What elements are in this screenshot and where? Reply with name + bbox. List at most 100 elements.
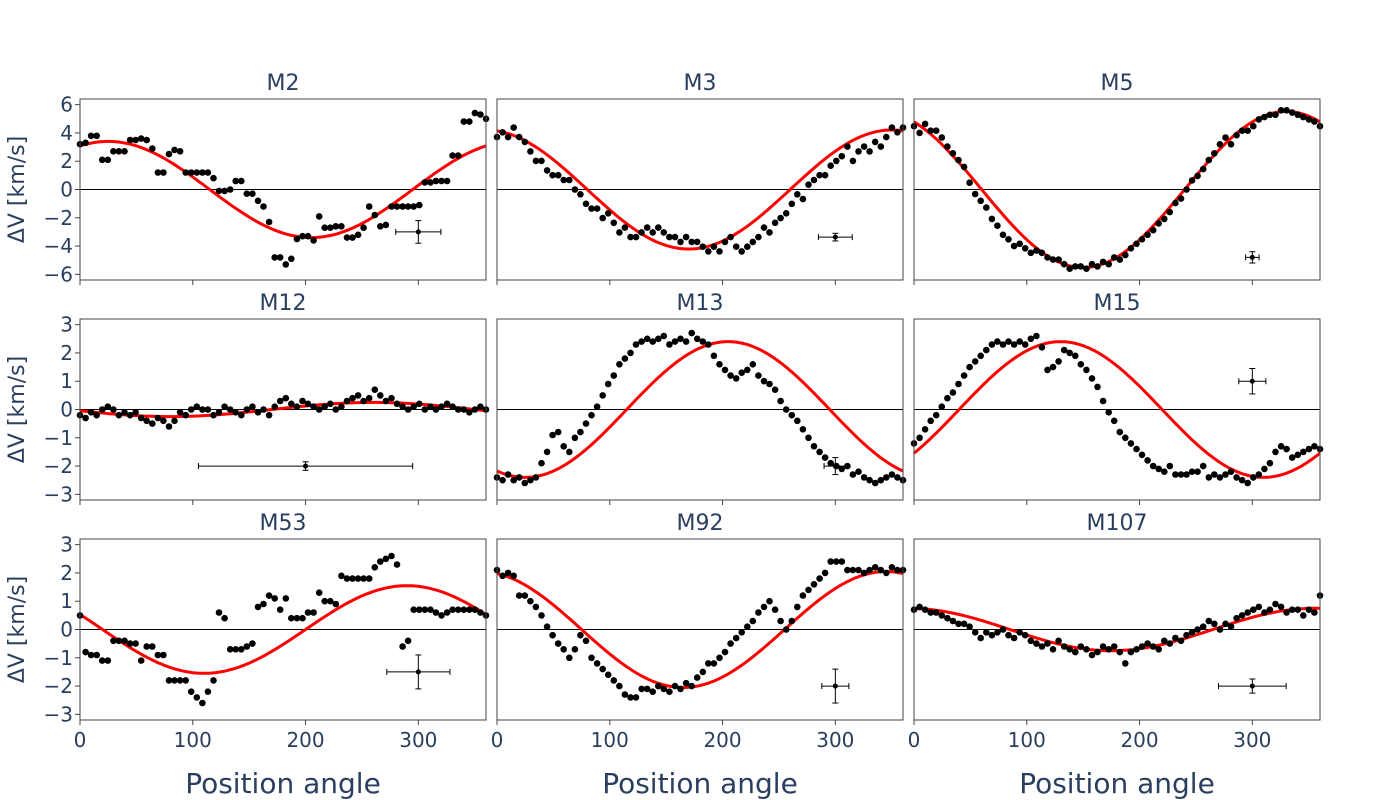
data-point <box>132 640 139 647</box>
data-point <box>293 235 301 243</box>
data-point <box>643 335 651 343</box>
data-point <box>638 685 645 693</box>
data-point <box>410 403 418 411</box>
data-point <box>182 169 189 176</box>
data-point <box>115 148 123 155</box>
data-point <box>377 392 384 399</box>
data-point <box>1066 265 1073 273</box>
x-axis-label: Position angle <box>602 767 798 800</box>
data-point <box>1266 459 1274 467</box>
data-point <box>1172 634 1179 642</box>
data-point <box>193 403 201 411</box>
data-point <box>282 394 290 402</box>
data-point <box>532 157 540 165</box>
data-point <box>238 411 245 419</box>
data-point <box>860 474 868 481</box>
data-point <box>1272 111 1279 119</box>
data-point <box>215 609 223 616</box>
data-point <box>838 558 846 565</box>
data-point <box>1060 643 1068 650</box>
data-point <box>1138 236 1146 243</box>
data-point <box>788 411 796 419</box>
data-point <box>215 409 223 416</box>
data-point <box>927 609 934 616</box>
data-point <box>988 341 996 348</box>
data-point <box>543 623 551 630</box>
data-point <box>566 654 573 662</box>
data-point <box>1099 643 1107 650</box>
data-point <box>805 586 812 594</box>
data-point <box>1094 648 1101 656</box>
data-point <box>944 394 951 402</box>
data-point <box>104 657 112 664</box>
x-tick-label: 300 <box>816 728 854 752</box>
data-point <box>226 186 234 193</box>
panel-title: M13 <box>677 291 724 316</box>
data-point <box>671 233 679 241</box>
data-point <box>360 224 367 231</box>
data-point <box>932 411 940 419</box>
panel-title: M5 <box>1101 71 1134 96</box>
data-point <box>1216 626 1224 633</box>
data-point <box>1211 150 1218 157</box>
data-point <box>1027 335 1035 343</box>
data-point <box>955 380 962 388</box>
data-point <box>1105 409 1112 416</box>
data-point <box>655 335 662 343</box>
data-point <box>98 406 106 413</box>
data-point <box>871 138 879 146</box>
data-point <box>749 617 757 625</box>
data-point <box>1116 428 1124 436</box>
data-point <box>810 443 818 450</box>
data-point <box>543 167 551 174</box>
data-point <box>1311 118 1318 125</box>
x-tick-label: 100 <box>1008 728 1046 752</box>
data-point <box>243 190 251 197</box>
data-point <box>232 177 239 185</box>
data-point <box>87 651 95 659</box>
data-point <box>794 417 801 425</box>
data-point <box>988 631 996 639</box>
data-point <box>1199 623 1207 630</box>
data-point <box>126 136 134 144</box>
data-point <box>888 471 896 478</box>
panel-frame <box>496 98 904 281</box>
data-point <box>688 682 695 690</box>
data-point <box>460 118 468 125</box>
data-point <box>860 143 868 150</box>
panel-title: M15 <box>1094 291 1141 316</box>
data-point <box>477 111 484 118</box>
data-point <box>827 558 834 565</box>
data-point <box>666 341 673 348</box>
data-point <box>1294 111 1302 119</box>
data-point <box>960 163 968 171</box>
data-point <box>1244 609 1251 616</box>
data-point <box>660 685 668 693</box>
data-point <box>354 575 362 582</box>
data-point <box>521 479 529 487</box>
data-point <box>1016 240 1023 248</box>
data-point <box>1255 471 1263 478</box>
data-point <box>777 397 784 405</box>
data-point <box>276 606 284 613</box>
data-point <box>1216 474 1224 481</box>
data-point <box>1311 443 1318 450</box>
data-point <box>276 254 284 261</box>
x-tick-label: 200 <box>1120 728 1158 752</box>
data-point <box>410 203 418 210</box>
y-tick-label: −2 <box>44 454 73 478</box>
data-point <box>438 177 445 185</box>
data-point <box>766 380 773 388</box>
data-point <box>1021 341 1029 348</box>
x-axis-label: Position angle <box>185 767 381 800</box>
data-point <box>193 169 201 176</box>
data-point <box>866 148 873 155</box>
data-point <box>632 694 640 701</box>
data-point <box>282 261 290 268</box>
data-point <box>799 592 807 599</box>
data-point <box>971 629 979 636</box>
data-point <box>149 643 156 650</box>
data-point <box>343 397 351 405</box>
data-point <box>632 341 640 348</box>
